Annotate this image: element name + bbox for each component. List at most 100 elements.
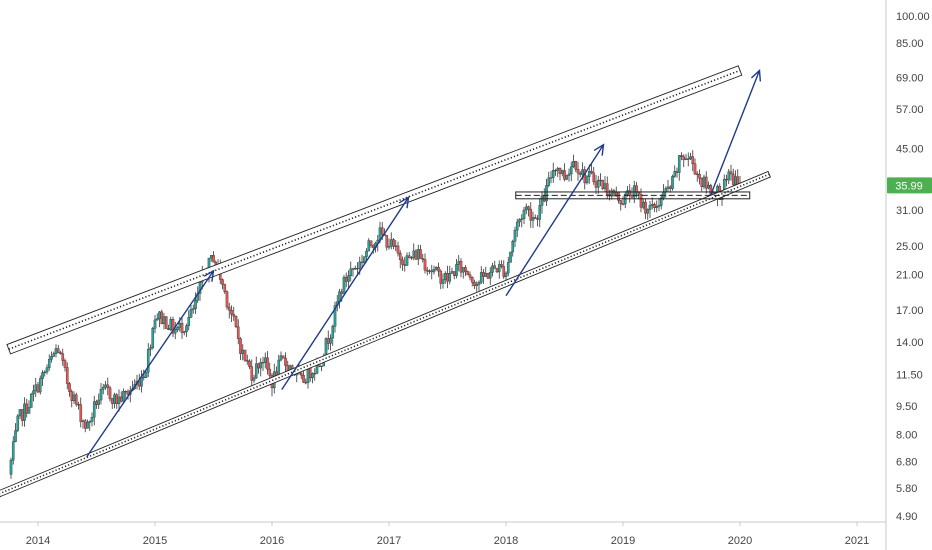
candle bbox=[311, 372, 314, 384]
candle bbox=[331, 324, 335, 346]
candle bbox=[529, 202, 533, 228]
candle bbox=[326, 330, 330, 350]
candle bbox=[90, 412, 94, 427]
candle bbox=[252, 374, 256, 384]
candle bbox=[707, 181, 710, 190]
candle bbox=[225, 290, 229, 310]
candle bbox=[232, 306, 236, 321]
y-tick-label-1: 85.00 bbox=[896, 38, 924, 50]
time-axis[interactable]: 2014 2015 2016 2017 2018 2019 2020 2021 bbox=[0, 521, 886, 547]
candle bbox=[43, 370, 47, 377]
candle bbox=[509, 251, 512, 263]
candle bbox=[92, 395, 96, 426]
candle bbox=[369, 240, 373, 248]
candle bbox=[599, 173, 602, 187]
candle bbox=[619, 200, 623, 211]
price-axis[interactable]: 100.00 85.00 69.00 57.00 45.00 31.00 25.00 21.0… bbox=[885, 0, 932, 550]
candle bbox=[659, 194, 663, 210]
candle bbox=[560, 169, 564, 177]
candle bbox=[122, 388, 125, 404]
candle bbox=[567, 168, 571, 182]
candle bbox=[74, 392, 78, 407]
candle bbox=[563, 163, 566, 182]
candle bbox=[403, 256, 407, 272]
trend-arrow-3[interactable] bbox=[505, 143, 605, 297]
arrows-layer bbox=[86, 68, 762, 458]
candle bbox=[617, 192, 620, 204]
candle bbox=[302, 370, 305, 384]
candle bbox=[673, 165, 677, 178]
candle bbox=[230, 305, 233, 323]
candle bbox=[59, 350, 62, 355]
candle bbox=[398, 250, 402, 269]
candle bbox=[140, 370, 143, 393]
candle bbox=[401, 256, 404, 271]
candle bbox=[392, 238, 395, 250]
candle bbox=[484, 266, 488, 277]
candle bbox=[284, 352, 287, 373]
candle bbox=[63, 358, 67, 372]
candle bbox=[682, 154, 686, 168]
candle bbox=[279, 351, 283, 362]
candle bbox=[68, 381, 71, 397]
candle bbox=[149, 344, 152, 357]
x-tick-label-4: 2018 bbox=[494, 535, 518, 547]
candle bbox=[329, 334, 332, 351]
candle bbox=[86, 419, 89, 429]
candle bbox=[554, 168, 557, 176]
candle bbox=[162, 313, 166, 330]
candle bbox=[34, 378, 38, 398]
candle bbox=[160, 309, 164, 325]
candle bbox=[54, 344, 58, 358]
channel-lower-band[interactable] bbox=[0, 170, 771, 498]
candle bbox=[691, 150, 695, 172]
candle bbox=[727, 168, 731, 185]
candle bbox=[144, 370, 148, 379]
y-tick-label-5: 31.00 bbox=[896, 205, 924, 217]
candle bbox=[448, 265, 452, 285]
trend-arrow-4[interactable] bbox=[710, 68, 762, 196]
candle bbox=[488, 267, 492, 285]
candle bbox=[592, 166, 596, 185]
candle bbox=[437, 262, 440, 277]
candle bbox=[495, 267, 499, 274]
candle bbox=[396, 241, 400, 257]
y-tick-label-11: 9.50 bbox=[896, 401, 917, 413]
candle bbox=[185, 323, 188, 338]
candle bbox=[533, 214, 537, 219]
last-price-tag: 35.99 bbox=[887, 177, 932, 194]
candle bbox=[466, 270, 470, 276]
candle bbox=[236, 319, 240, 345]
candle bbox=[254, 356, 258, 379]
candle bbox=[653, 202, 656, 213]
candle bbox=[189, 305, 193, 319]
candle bbox=[410, 256, 413, 260]
candle bbox=[416, 244, 420, 266]
candle bbox=[630, 187, 634, 199]
candle bbox=[119, 391, 123, 403]
y-tick-label-0: 100.00 bbox=[896, 11, 930, 23]
candle bbox=[695, 171, 699, 182]
candle bbox=[61, 348, 65, 366]
candle bbox=[176, 326, 179, 333]
support-zone[interactable] bbox=[515, 191, 751, 200]
candle bbox=[16, 414, 20, 433]
candle bbox=[221, 278, 224, 290]
candle bbox=[601, 179, 605, 191]
candle bbox=[569, 161, 573, 182]
trend-arrow-2[interactable] bbox=[281, 195, 410, 391]
candle bbox=[527, 205, 530, 217]
candle bbox=[446, 265, 449, 289]
candle bbox=[110, 397, 114, 410]
candle bbox=[113, 392, 116, 409]
candle bbox=[540, 191, 544, 214]
trend-arrow-1[interactable] bbox=[86, 269, 215, 458]
x-tick-label-1: 2015 bbox=[143, 535, 167, 547]
candle bbox=[452, 271, 456, 280]
candle bbox=[36, 382, 40, 394]
candle bbox=[101, 383, 105, 395]
candle bbox=[38, 375, 42, 395]
candle bbox=[610, 188, 614, 200]
channel-upper-band[interactable] bbox=[6, 65, 743, 355]
candle bbox=[385, 235, 389, 251]
